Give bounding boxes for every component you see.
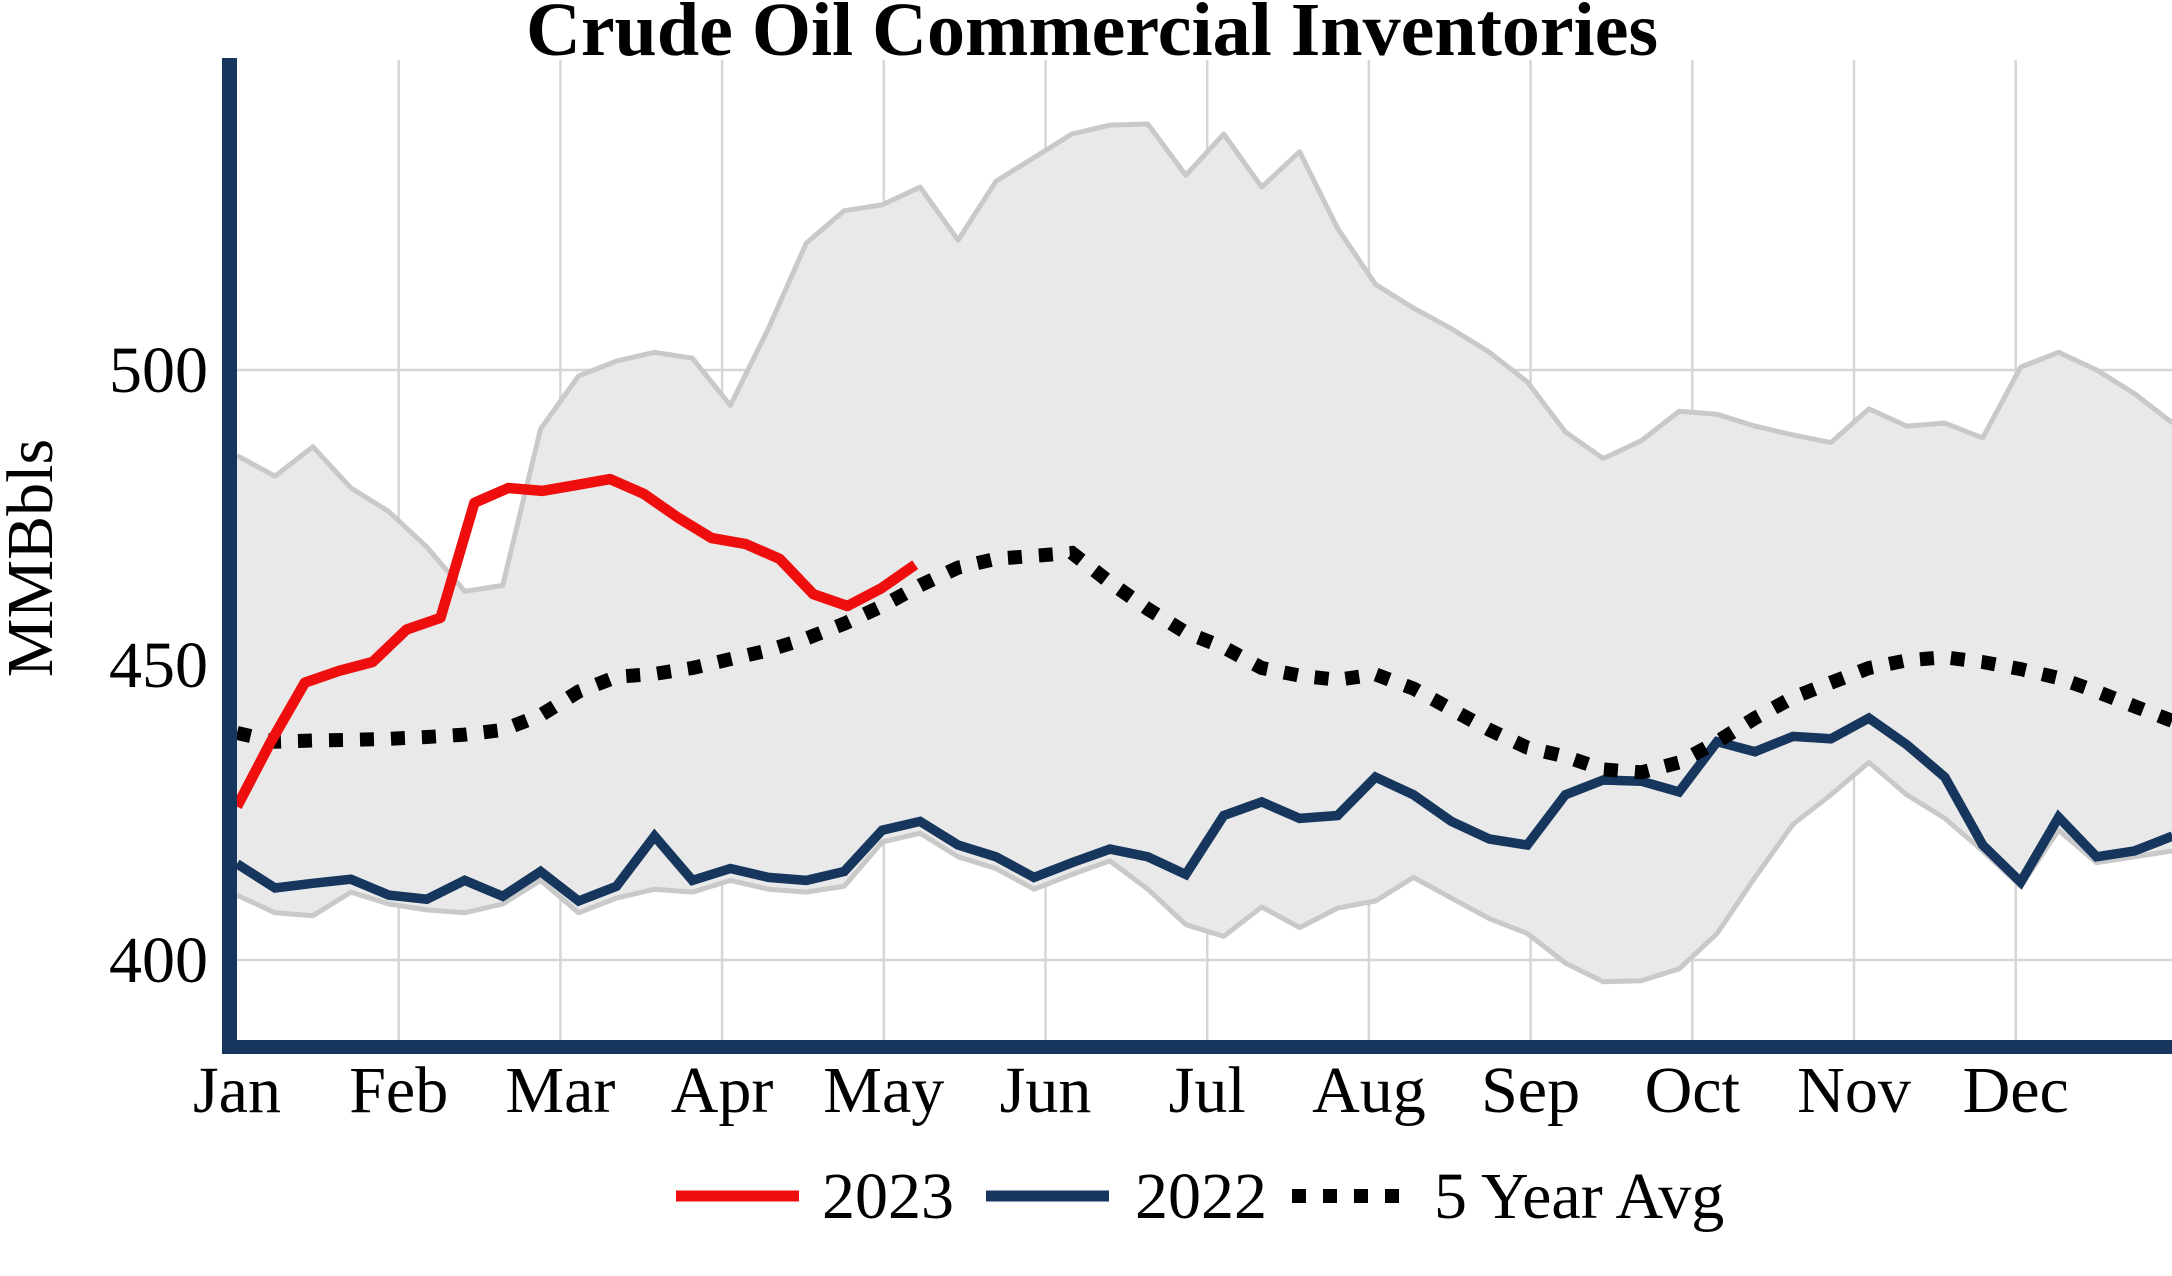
x-tick-label-Aug: Aug <box>1312 1054 1426 1127</box>
y-axis-spine <box>222 58 237 1054</box>
series-5yr-avg-line <box>235 545 2172 780</box>
x-tick-label-Sep: Sep <box>1481 1054 1580 1127</box>
legend-label-2023: 2023 <box>822 1160 954 1233</box>
x-tick-label-Jun: Jun <box>1000 1054 1092 1127</box>
series-2023-line <box>232 473 919 810</box>
x-tick-label-Dec: Dec <box>1963 1054 2069 1127</box>
legend-label-5yr-avg: 5 Year Avg <box>1434 1160 1724 1233</box>
legend-label-2022: 2022 <box>1135 1160 1267 1233</box>
band-upper-edge <box>235 121 2172 594</box>
x-tick-label-Jul: Jul <box>1169 1054 1246 1127</box>
y-tick-label-450: 450 <box>109 629 208 702</box>
y-tick-label-500: 500 <box>109 334 208 407</box>
x-tick-label-Nov: Nov <box>1797 1054 1911 1127</box>
series-2022-line <box>234 712 2172 907</box>
x-tick-label-Feb: Feb <box>349 1054 448 1127</box>
chart-title: Crude Oil Commercial Inventories <box>526 0 1658 72</box>
y-tick-label-400: 400 <box>109 924 208 997</box>
band-lower-edge <box>235 759 2172 985</box>
x-axis-spine <box>222 1040 2172 1054</box>
five-year-range-band <box>237 124 2172 982</box>
x-tick-label-May: May <box>823 1054 944 1127</box>
x-tick-label-Oct: Oct <box>1645 1054 1740 1127</box>
x-tick-label-Mar: Mar <box>505 1054 615 1127</box>
y-axis-label: MMBbls <box>0 439 67 677</box>
x-tick-label-Jan: Jan <box>193 1054 281 1127</box>
x-tick-label-Apr: Apr <box>671 1054 774 1127</box>
